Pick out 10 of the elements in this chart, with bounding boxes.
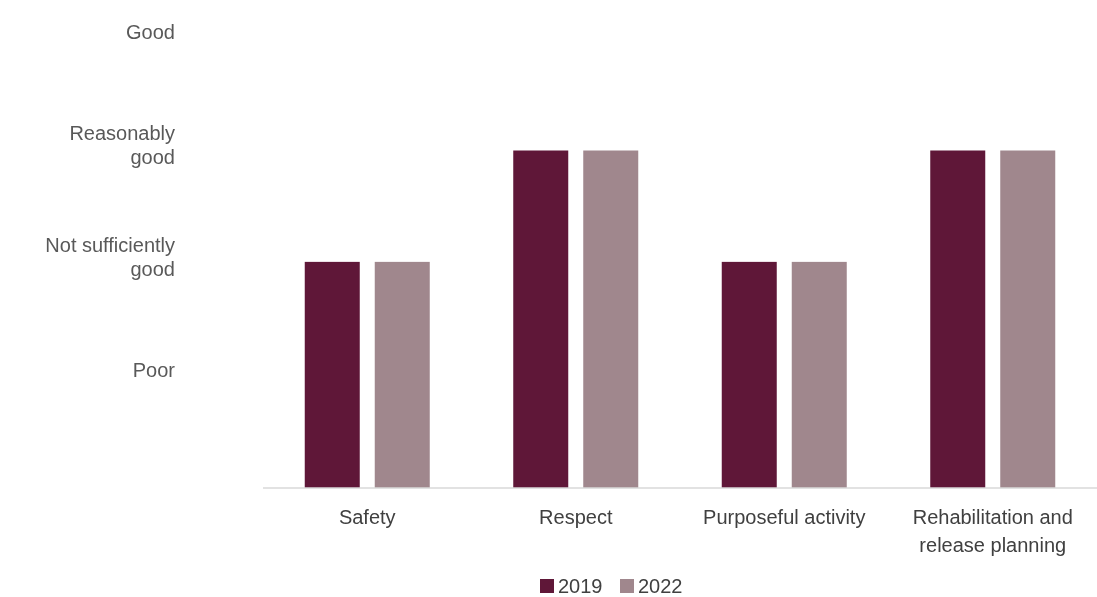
text: Reasonably good (69, 121, 175, 168)
text: Not sufficiently good (45, 234, 175, 280)
x-tick-label: Purposeful activity (703, 506, 866, 528)
x-tick-label: Rehabilitation and release planning (912, 506, 1073, 556)
x-tick-label: Safety (338, 506, 396, 528)
x-tick-label: Respect (539, 506, 613, 528)
text: Poor (132, 358, 176, 381)
legend-label: 2022 (638, 575, 683, 597)
text: Good (126, 21, 175, 43)
legend-label: 2019 (558, 575, 603, 597)
